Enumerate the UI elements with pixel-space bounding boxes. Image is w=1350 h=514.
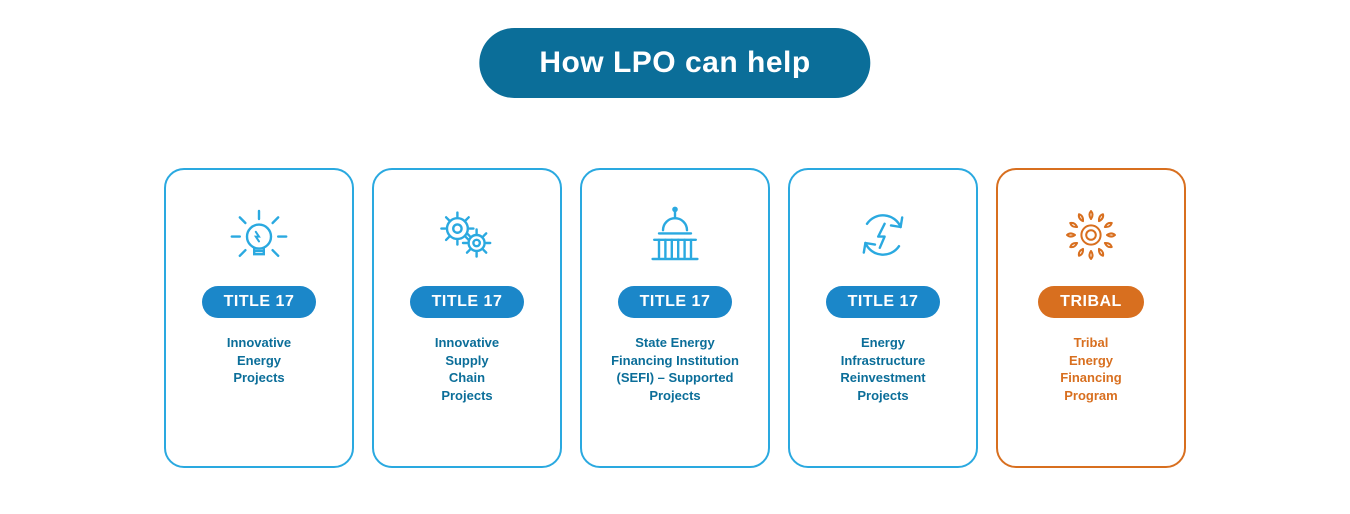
card-description: Innovative Supply Chain Projects [435,334,499,404]
card-badge: TITLE 17 [826,286,941,318]
cycle-bolt-icon [843,195,923,275]
sun-icon [1051,195,1131,275]
program-card: TITLE 17 Energy Infrastructure Reinvestme… [788,168,978,468]
gears-icon [427,195,507,275]
program-card: TITLE 17 State Energy Financing Instituti… [580,168,770,468]
card-badge: TRIBAL [1038,286,1144,318]
card-icon-wrap [388,190,546,280]
card-icon-wrap [596,190,754,280]
card-badge: TITLE 17 [618,286,733,318]
card-icon-wrap [804,190,962,280]
card-description: Energy Infrastructure Reinvestment Proje… [840,334,925,404]
card-icon-wrap [1012,190,1170,280]
program-card: TITLE 17 Innovative Supply Chain Projects [372,168,562,468]
lightbulb-icon [219,195,299,275]
program-card: TRIBAL Tribal Energy Financing Program [996,168,1186,468]
card-badge: TITLE 17 [202,286,317,318]
card-description: Tribal Energy Financing Program [1060,334,1121,404]
capitol-icon [635,195,715,275]
card-description: Innovative Energy Projects [227,334,291,387]
header-pill: How LPO can help [479,28,870,98]
cards-row: TITLE 17 Innovative Energy Projects TITLE… [164,168,1186,468]
program-card: TITLE 17 Innovative Energy Projects [164,168,354,468]
card-description: State Energy Financing Institution (SEFI… [611,334,739,404]
card-badge: TITLE 17 [410,286,525,318]
card-icon-wrap [180,190,338,280]
